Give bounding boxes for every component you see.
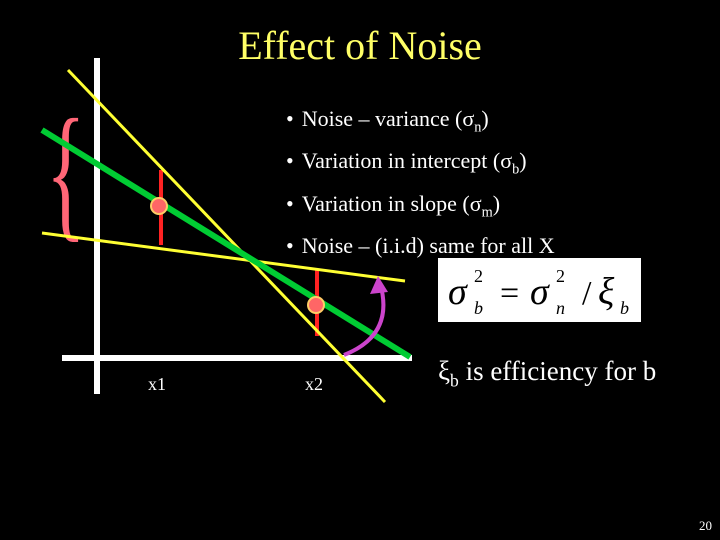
slope-arrow-head xyxy=(370,276,388,294)
svg-text:b: b xyxy=(620,298,629,318)
svg-text:σ: σ xyxy=(448,271,468,313)
svg-text:2: 2 xyxy=(474,266,483,286)
data-point-x2 xyxy=(307,296,325,314)
slide-title: Effect of Noise xyxy=(238,23,482,68)
yellow-steep-line xyxy=(66,68,387,404)
green-regression-line xyxy=(40,127,412,360)
bullet-iid-noise: • Noise – (i.i.d) same for all X xyxy=(286,233,555,259)
slide-number: 20 xyxy=(699,518,712,533)
x-label-x2: x2 xyxy=(305,374,323,394)
svg-text:=: = xyxy=(500,275,519,312)
svg-text:2: 2 xyxy=(556,266,565,286)
efficiency-formula: σ 2 b = σ 2 n / ξ b xyxy=(438,258,641,322)
svg-text:b: b xyxy=(474,298,483,318)
intercept-brace: { xyxy=(46,89,86,255)
slope-arrow xyxy=(343,282,386,357)
efficiency-caption: ξb is efficiency for b xyxy=(438,356,657,391)
bullet-slope-variation: • Variation in slope (σm) xyxy=(286,190,501,221)
bullet-list: • Noise – variance (σn) • Variation in int… xyxy=(286,102,555,263)
svg-text:/: / xyxy=(582,275,592,312)
svg-text:σ: σ xyxy=(530,271,550,313)
x-label-x1: x1 xyxy=(148,374,166,394)
bullet-intercept-variation: • Variation in intercept (σb) xyxy=(286,148,527,178)
svg-text:ξ: ξ xyxy=(598,271,615,313)
bullet-noise-variance: • Noise – variance (σn) xyxy=(286,106,489,136)
svg-text:n: n xyxy=(556,298,565,318)
yellow-shallow-line xyxy=(41,231,406,283)
data-point-x1 xyxy=(150,197,168,215)
